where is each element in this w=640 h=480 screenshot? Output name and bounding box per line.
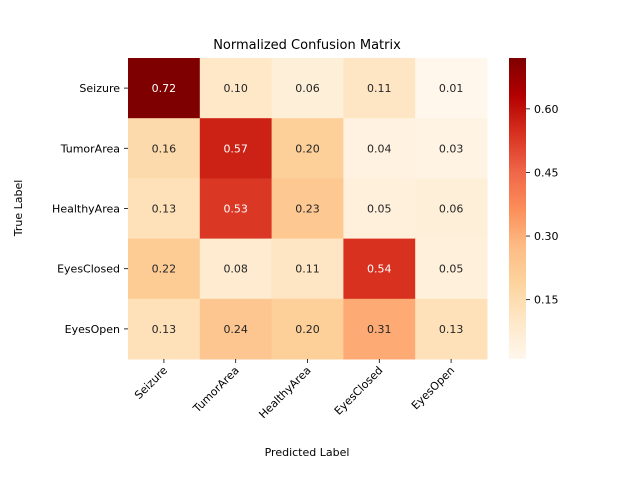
cell-value-label: 0.11 [367, 82, 392, 95]
y-tick-label: EyesClosed [57, 263, 120, 276]
cell-value-label: 0.05 [439, 263, 464, 276]
y-axis-ticks: Seizure TumorArea HealthyArea EyesClosed Eye… [52, 82, 128, 336]
cell-value-label: 0.54 [367, 263, 392, 276]
cell-value-label: 0.72 [152, 82, 177, 95]
x-tick-label: HealthyArea [256, 364, 313, 421]
colorbar-gradient [509, 58, 526, 359]
heatmap-cell [128, 118, 201, 179]
cell-value-label: 0.22 [152, 263, 177, 276]
heatmap-cell-labels: 0.72 0.10 0.06 0.11 0.01 0.16 0.57 0.20 0.04 0.03… [152, 82, 464, 336]
cell-value-label: 0.20 [295, 323, 320, 336]
heatmap-cell [271, 118, 344, 179]
cell-value-label: 0.04 [367, 142, 392, 155]
heatmap-cell [415, 58, 488, 119]
heatmap-cell [128, 58, 201, 119]
cell-value-label: 0.11 [295, 263, 320, 276]
heatmap-cell [199, 118, 273, 179]
cell-value-label: 0.57 [223, 142, 248, 155]
x-tick-label: TumorArea [190, 364, 242, 416]
heatmap-cell [415, 298, 488, 360]
cell-value-label: 0.05 [367, 203, 392, 216]
cell-value-label: 0.03 [439, 142, 464, 155]
cell-value-label: 0.08 [223, 263, 248, 276]
cell-value-label: 0.13 [152, 203, 177, 216]
colorbar-tick-label: 0.15 [534, 294, 559, 307]
cell-value-label: 0.53 [223, 203, 248, 216]
x-axis-label: Predicted Label [265, 446, 350, 459]
chart-title: Normalized Confusion Matrix [213, 38, 401, 53]
colorbar-tick-label: 0.60 [534, 103, 559, 116]
heatmap-cell [415, 178, 488, 240]
cell-value-label: 0.06 [295, 82, 320, 95]
heatmap-cell [271, 298, 344, 360]
heatmap-cell [271, 238, 344, 300]
heatmap-cell [271, 58, 344, 119]
heatmap-cell [199, 178, 273, 240]
heatmap-cell [415, 118, 488, 179]
x-axis-ticks: Seizure TumorArea HealthyArea EyesClosed Eye… [132, 359, 457, 421]
cell-value-label: 0.23 [295, 203, 320, 216]
cell-value-label: 0.13 [152, 323, 177, 336]
heatmap-cell [343, 58, 416, 119]
heatmap-cell [343, 298, 416, 360]
y-tick-label: Seizure [79, 82, 120, 95]
heatmap-cell [199, 238, 273, 300]
y-tick-label: HealthyArea [52, 203, 120, 216]
cell-value-label: 0.10 [223, 82, 248, 95]
heatmap-cell [415, 238, 488, 300]
heatmap-cell [343, 238, 416, 300]
x-tick-label: Seizure [132, 364, 170, 402]
cell-value-label: 0.16 [152, 142, 177, 155]
y-tick-label: EyesOpen [65, 323, 120, 336]
heatmap-cell [199, 58, 273, 119]
cell-value-label: 0.20 [295, 142, 320, 155]
cell-value-label: 0.06 [439, 203, 464, 216]
colorbar: 0.15 0.30 0.45 0.60 [509, 58, 559, 359]
cell-value-label: 0.31 [367, 323, 392, 336]
cell-value-label: 0.01 [439, 82, 464, 95]
x-tick-label: EyesOpen [409, 364, 457, 412]
heatmap-cell [343, 118, 416, 179]
y-axis-label: True Label [12, 180, 25, 238]
x-tick-label: EyesClosed [332, 364, 386, 418]
heatmap-cell [199, 298, 273, 360]
heatmap-cell [128, 298, 201, 360]
heatmap-cell [271, 178, 344, 240]
heatmap-cell [343, 178, 416, 240]
heatmap-cell [128, 178, 201, 240]
colorbar-tick-label: 0.30 [534, 230, 559, 243]
heatmap-cells [128, 58, 488, 360]
cell-value-label: 0.24 [223, 323, 248, 336]
cell-value-label: 0.13 [439, 323, 464, 336]
heatmap-cell [128, 238, 201, 300]
y-tick-label: TumorArea [60, 142, 120, 155]
colorbar-tick-label: 0.45 [534, 166, 559, 179]
